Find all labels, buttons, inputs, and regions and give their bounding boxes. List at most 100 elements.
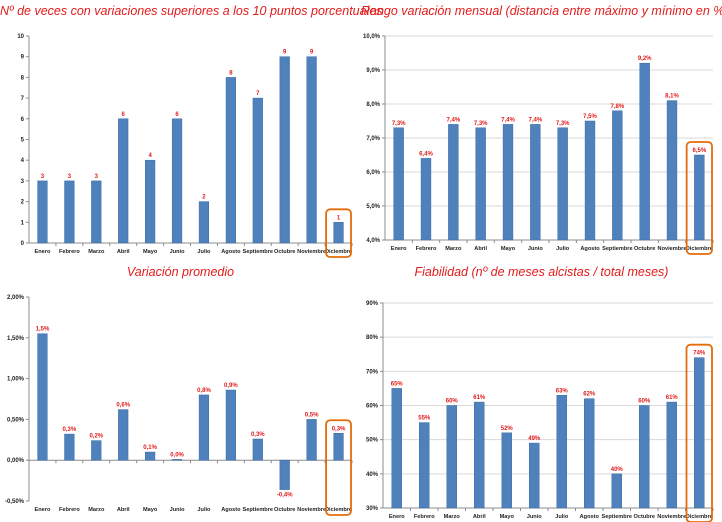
data-label: 65% [391,381,404,387]
x-tick-label: Marzo [88,249,105,255]
data-label: 61% [473,395,486,401]
bar [666,100,678,241]
y-tick-label: 3 [21,179,25,185]
bar [145,451,156,461]
chart-title: Nº de veces con variaciones superiores a… [0,4,383,18]
x-tick-label: Noviembre [658,246,687,252]
bar [171,459,183,461]
bar [420,158,432,241]
data-label: 9,2% [638,56,652,62]
y-tick-label: 5 [21,138,25,144]
chart-panel-4: Fiabilidad (nº de meses alcistas / total… [361,261,722,522]
bar [306,56,317,244]
bar [694,357,705,509]
data-label: 0,0% [170,452,184,458]
chart-rango-variacion: 4,0% 5,0% 6,0% 7,0% 8,0% 9,0% 10,0% 7,3% Enero 6,… [363,34,714,255]
data-label: 6,5% [692,148,706,154]
bar [474,401,485,509]
chart-veces-variaciones: 0 1 2 3 4 5 6 7 8 9 10 3 Enero 3 Febrero 3 Marzo 6 Abril 4 M… [17,34,353,258]
x-tick-label: Julio [555,514,569,520]
data-label: 6 [122,112,126,118]
y-tick-label: 40% [366,472,379,478]
bar [475,127,486,241]
x-tick-label: Septiembre [243,249,273,255]
data-label: 7,4% [501,117,515,123]
x-tick-label: Noviembre [297,249,326,255]
y-tick-label: -0,50% [5,499,25,505]
x-tick-label: Septiembre [602,514,632,520]
bar [91,180,102,244]
data-label: 1,5% [36,327,50,333]
x-tick-label: Enero [35,507,51,513]
x-tick-label: Julio [197,249,211,255]
chart-title: Variación promedio [126,265,235,279]
data-label: 3 [95,174,99,180]
y-tick-label: 90% [366,301,379,307]
x-tick-label: Julio [556,246,570,252]
y-tick-label: 10 [17,34,24,40]
bar [502,124,514,241]
x-tick-label: Mayo [501,246,516,252]
y-tick-label: 4,0% [366,238,380,244]
bar [198,394,210,461]
chart-variacion-promedio: -0,50% 0,00% 0,50% 1,00% 1,50% 2,00% 1,5% Enero… [5,295,353,516]
data-label: 0,1% [143,445,157,451]
bar [501,432,512,509]
x-tick-label: Febrero [416,246,437,252]
data-label: 7,3% [392,121,406,127]
y-tick-label: 1,50% [7,336,25,342]
data-label: 55% [418,416,431,422]
bar [145,159,156,244]
bar [694,154,705,241]
y-tick-label: 80% [366,335,379,341]
bar [64,433,75,461]
data-label: 3 [68,174,72,180]
data-label: 0,5% [305,412,319,418]
data-label: -0,4% [277,493,293,499]
bar [225,77,236,244]
chart-panel-2: Rango variación mensual (distancia entre… [361,0,722,261]
x-tick-label: Enero [391,246,407,252]
x-tick-label: Abril [474,246,487,252]
x-tick-label: Diciembre [325,507,352,513]
x-tick-label: Marzo [88,507,105,513]
data-label: 0,3% [332,426,346,432]
bar [557,127,568,241]
x-tick-label: Noviembre [657,514,686,520]
x-tick-label: Septiembre [243,507,273,513]
x-tick-label: Mayo [143,249,158,255]
data-label: 7,4% [528,117,542,123]
bar [639,62,650,241]
data-label: 6 [175,112,179,118]
bar [171,118,183,244]
bar [391,388,402,509]
bar [37,180,48,244]
bar [252,97,263,244]
data-label: 2 [202,195,206,201]
y-tick-label: 6,0% [366,170,380,176]
y-tick-label: 0 [21,241,25,247]
bar [666,401,677,509]
x-tick-label: Julio [197,507,211,513]
y-tick-label: 30% [366,506,379,512]
x-tick-label: Noviembre [297,507,326,513]
data-label: 60% [638,399,651,405]
data-label: 7,4% [446,117,460,123]
data-label: 60% [446,399,459,405]
highlight-box [325,208,352,258]
x-tick-label: Diciembre [686,246,713,252]
bar [556,395,567,509]
bar [333,433,344,461]
x-tick-label: Octubre [274,507,295,513]
y-tick-label: 0,50% [7,417,25,423]
y-tick-label: 60% [366,404,379,410]
data-label: 63% [556,388,569,394]
bar [64,180,75,244]
data-label: 9 [283,50,287,56]
x-tick-label: Enero [389,514,405,520]
x-tick-label: Diciembre [686,514,713,520]
x-tick-label: Marzo [444,514,461,520]
y-tick-label: 8,0% [366,102,380,108]
bar [639,405,650,509]
y-tick-label: 9 [21,55,25,61]
